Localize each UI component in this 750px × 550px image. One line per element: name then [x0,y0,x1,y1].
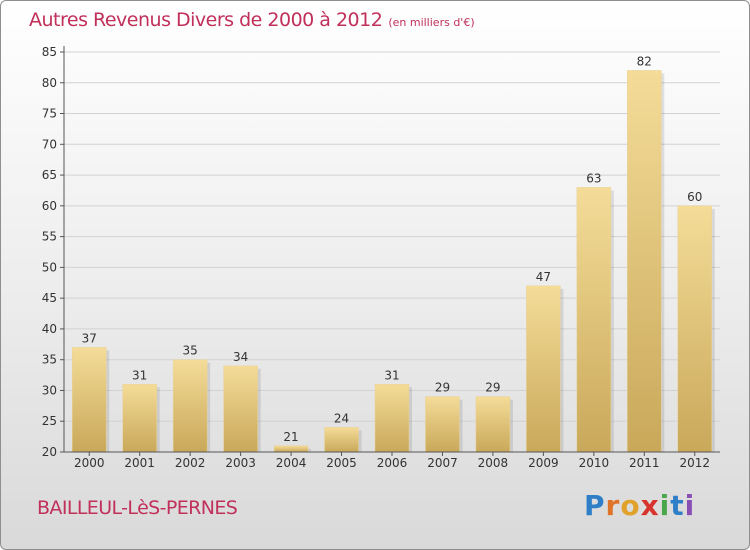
chart-subtitle: (en milliers d'€) [388,16,475,29]
logo-letter: i [684,489,696,522]
y-tick-label: 55 [42,230,57,244]
y-tick-label: 25 [42,414,57,428]
logo-letter: i [659,489,671,522]
x-tick-label: 2002 [175,456,206,470]
x-tick-label: 2008 [478,456,509,470]
bar [223,365,258,453]
bar [71,347,107,453]
x-tick-label: 2005 [326,456,357,470]
x-tick-label: 2012 [679,456,710,470]
data-label: 60 [687,190,702,204]
town-name: BAILLEUL-LèS-PERNES [37,497,238,519]
x-tick-label: 2011 [629,456,660,470]
y-tick-label: 60 [42,199,57,213]
x-tick-label: 2007 [427,456,458,470]
data-label: 37 [82,331,97,345]
data-label: 63 [586,171,601,185]
chart-title: Autres Revenus Divers de 2000 à 2012 (en … [29,9,475,31]
x-tick-label: 2003 [225,456,256,470]
logo-letter: P [584,489,606,522]
logo-letter: x [640,489,660,522]
y-tick-label: 70 [42,137,57,151]
bar [677,205,713,453]
x-tick-label: 2009 [528,456,559,470]
x-tick-label: 2006 [377,456,408,470]
y-tick-label: 40 [42,322,57,336]
y-tick-label: 30 [42,383,57,397]
data-label: 47 [536,270,551,284]
bar [576,187,612,453]
bar [374,384,410,453]
data-label: 35 [183,344,198,358]
y-tick-label: 80 [42,76,57,90]
x-tick-label: 2010 [579,456,610,470]
bar [273,445,309,453]
logo-letter: o [620,489,641,522]
bar [526,285,561,453]
y-tick-label: 35 [42,353,57,367]
x-tick-label: 2004 [276,456,307,470]
logo-letter: t [670,489,685,522]
y-tick-label: 50 [42,260,57,274]
y-tick-label: 45 [42,291,57,305]
y-tick-label: 20 [42,445,57,459]
bar [324,427,359,453]
data-label: 34 [233,350,248,364]
data-label: 29 [435,381,450,395]
logo-letter: r [605,489,621,522]
y-tick-label: 65 [42,168,57,182]
chart-title-text: Autres Revenus Divers de 2000 à 2012 [29,9,383,31]
proxiti-logo: Proxiti [584,489,695,522]
bar [172,359,208,453]
y-tick-label: 75 [42,107,57,121]
data-label: 31 [132,368,147,382]
x-tick-label: 2001 [124,456,155,470]
bar [627,70,662,453]
bar [475,396,511,453]
y-tick-label: 85 [42,45,57,59]
data-label: 21 [283,430,298,444]
x-tick-label: 2000 [74,456,105,470]
bar [122,384,157,453]
data-label: 31 [384,368,399,382]
data-label: 29 [485,381,500,395]
bar [425,396,460,453]
data-label: 24 [334,411,349,425]
data-label: 82 [637,54,652,68]
